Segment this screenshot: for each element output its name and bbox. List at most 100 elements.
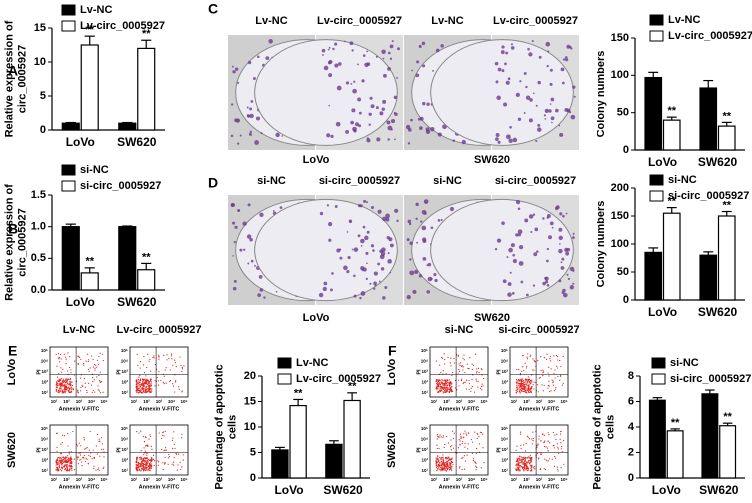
colony — [495, 137, 499, 141]
event — [520, 456, 523, 458]
event — [60, 379, 62, 381]
event — [457, 447, 460, 449]
colony — [407, 142, 411, 145]
event — [451, 374, 453, 376]
event — [555, 438, 557, 441]
flow-y-tick: 10³ — [41, 369, 48, 374]
event — [70, 456, 72, 458]
event — [437, 468, 439, 470]
event — [66, 382, 69, 384]
event — [470, 438, 472, 441]
photo-label: Lv-NC — [255, 15, 287, 27]
colony — [559, 132, 564, 137]
event — [436, 389, 438, 391]
event — [442, 391, 444, 393]
event — [57, 382, 59, 385]
colony — [545, 280, 549, 284]
event — [168, 453, 170, 456]
event — [160, 380, 162, 382]
event — [446, 390, 448, 392]
event — [552, 431, 554, 434]
flow-y-tick: 10⁵ — [41, 348, 48, 353]
event — [70, 388, 72, 390]
event — [144, 461, 146, 463]
event — [69, 356, 71, 358]
colony — [322, 286, 327, 292]
panel-letter: A — [8, 63, 18, 79]
event — [439, 469, 441, 471]
event — [457, 372, 459, 374]
colony — [373, 271, 378, 276]
colony — [573, 95, 576, 98]
colony — [418, 274, 423, 278]
flow-x-label: Annexin V-FITC — [439, 406, 480, 412]
event — [537, 443, 539, 445]
event — [79, 377, 82, 379]
event — [467, 443, 469, 445]
event — [447, 461, 449, 463]
event — [64, 459, 67, 461]
event — [556, 367, 558, 369]
colony — [566, 247, 571, 252]
colony — [346, 231, 349, 233]
panel-letter: F — [388, 343, 397, 359]
group-label: LoVo — [303, 154, 330, 166]
event — [442, 383, 444, 385]
colony — [249, 107, 253, 111]
colony — [326, 133, 331, 138]
event — [515, 387, 518, 389]
event — [560, 365, 562, 368]
colony — [246, 106, 249, 109]
event — [92, 389, 94, 392]
colony — [387, 66, 391, 71]
colony — [407, 219, 412, 224]
event — [448, 464, 451, 466]
event — [174, 381, 177, 383]
event — [462, 457, 464, 459]
event — [138, 382, 140, 385]
colony — [537, 80, 541, 85]
event — [99, 371, 101, 373]
event — [527, 353, 529, 355]
colony — [426, 102, 430, 106]
legend-label: si-circ_0005927 — [670, 373, 751, 385]
event — [528, 378, 530, 380]
event — [175, 366, 177, 368]
colony — [243, 248, 246, 251]
event — [176, 469, 178, 471]
event — [59, 458, 61, 460]
flow-y-tick: 10² — [121, 458, 128, 463]
colony — [357, 234, 361, 238]
colony — [323, 281, 328, 286]
legend-swatch — [61, 20, 76, 32]
event — [440, 458, 442, 460]
event — [146, 467, 148, 469]
event — [139, 386, 141, 388]
event — [545, 358, 548, 360]
event — [533, 369, 535, 371]
colony — [366, 262, 368, 265]
event — [555, 354, 558, 357]
legend-swatch — [277, 357, 292, 369]
flow-x-tick: 10² — [443, 477, 450, 482]
event — [62, 459, 65, 461]
event — [528, 391, 530, 394]
event — [443, 380, 445, 382]
colony — [512, 137, 518, 143]
event — [519, 386, 521, 388]
event — [88, 454, 90, 456]
event — [523, 382, 525, 384]
colony — [353, 274, 356, 278]
event — [58, 373, 60, 375]
event — [147, 387, 149, 390]
significance: ** — [722, 110, 731, 122]
event — [181, 368, 184, 370]
flow-x-tick: 10¹ — [431, 399, 438, 404]
colony — [406, 238, 410, 242]
event — [537, 359, 539, 362]
event — [543, 467, 545, 470]
event — [150, 370, 152, 372]
colony — [388, 51, 391, 55]
colony — [387, 259, 392, 264]
event — [56, 386, 58, 389]
